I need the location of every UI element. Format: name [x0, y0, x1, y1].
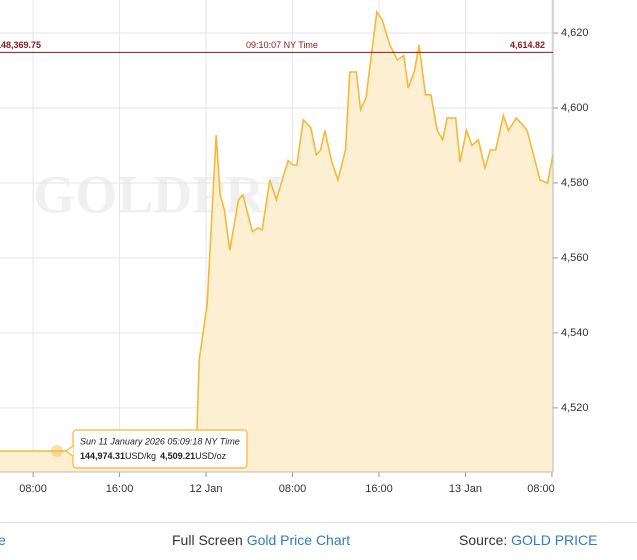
y-tick-label: 4,520	[561, 402, 589, 414]
tooltip-pointer	[64, 445, 74, 457]
chart-link[interactable]: Gold Price Chart	[246, 532, 351, 548]
tooltip-oz: 4,509.21	[160, 451, 195, 461]
footer-source: Source: GOLD PRICE	[459, 532, 598, 548]
footer: e Full Screen Gold Price Chart Source: G…	[0, 522, 637, 560]
tooltip-oz_unit: USD/oz	[195, 451, 227, 461]
y-tick-label: 4,620	[561, 27, 589, 39]
x-tick-label: 16:00	[365, 483, 393, 495]
tooltip-kg: 144,974.31	[80, 451, 125, 461]
y-tick-label: 4,560	[561, 252, 589, 264]
y-tick-label: 4,600	[561, 102, 589, 114]
x-tick-label: 13 Jan	[449, 483, 482, 495]
reference-time: 09:10:07 NY Time	[246, 40, 318, 50]
tooltip-values: 144,974.31USD/kg 4,509.21USD/oz	[80, 451, 227, 461]
footer-full-screen: Full Screen Gold Price Chart	[172, 532, 350, 548]
x-tick-label: 12 Jan	[190, 483, 223, 495]
tooltip-kg_unit: USD/kg	[125, 451, 156, 461]
y-tick-label: 4,540	[561, 327, 589, 339]
x-tick-label: 16:00	[106, 483, 134, 495]
y-tick-label: 4,580	[561, 177, 589, 189]
x-tick-label: 08:00	[19, 483, 47, 495]
area-fill	[0, 12, 553, 472]
chart: GOLDPRICE.ORG 08:00 16:00 12 Jan 08:00 16:00…	[0, 0, 589, 495]
price-line	[0, 9, 554, 452]
x-tick-label: 08:00	[279, 483, 307, 495]
hover-marker	[51, 445, 63, 457]
label: Full Screen	[172, 532, 243, 548]
tooltip-date: Sun 11 January 2026 05:09:18 NY Time	[80, 436, 240, 446]
label: Source:	[459, 532, 508, 548]
x-tick-label: 08:00	[527, 483, 555, 495]
tooltip: Sun 11 January 2026 05:09:18 NY Time 144,…	[64, 429, 248, 469]
footer-link[interactable]: e	[0, 532, 6, 548]
reference-label: 4,614.82	[510, 40, 545, 50]
source-link[interactable]: GOLD PRICE	[511, 532, 598, 548]
reference-kg-label: 148,369.75	[0, 40, 41, 50]
